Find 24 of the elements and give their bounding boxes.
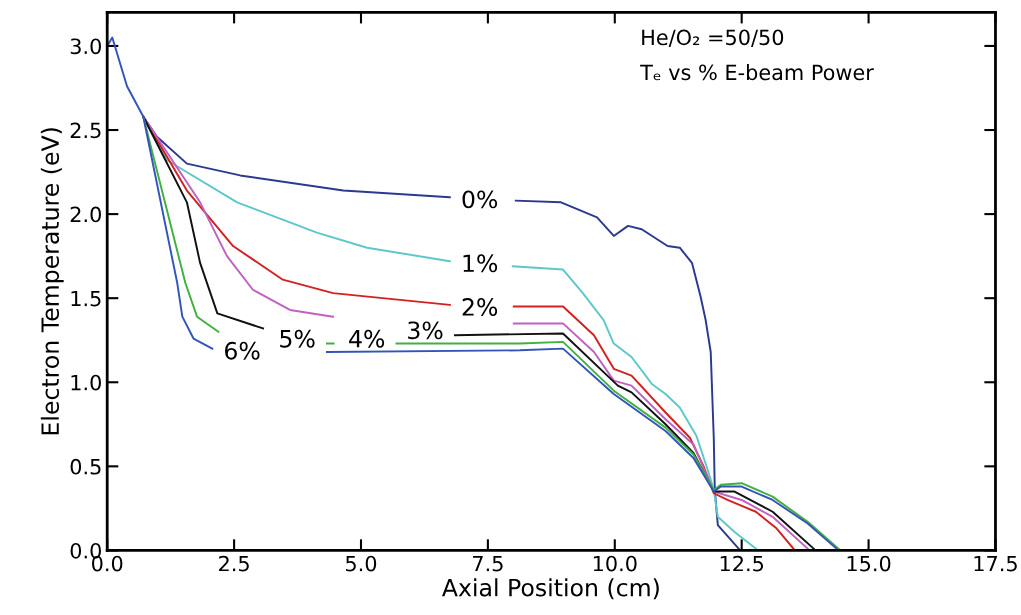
x-tick-label: 17.5 [974,555,1017,572]
annotation: 1% [463,254,498,273]
annotation: Tₑ vs % E-beam Power [640,64,874,81]
x-tick-label: 10.0 [593,555,637,572]
annotation: 6% [225,341,260,360]
y-tick-label: 2.0 [70,206,101,223]
annotation: 3% [408,321,443,340]
x-tick-label: 7.5 [473,555,503,572]
annotation: 0% [462,190,498,209]
annotation: He/O₂ =50/50 [642,29,784,47]
y-tick-label: 1.5 [71,290,101,307]
annotation: 2% [462,298,498,316]
annotation: 4% [349,329,385,348]
y-axis-title: Electron Temperature (eV) [40,128,64,435]
y-tick-label: 1.0 [71,374,101,391]
annotation: 5% [280,329,315,348]
x-tick-label: 12.5 [720,555,764,572]
x-tick-label: 15.0 [847,555,891,572]
y-tick-label: 0.5 [70,458,101,475]
y-tick-label: 3.0 [70,38,101,55]
x-tick-label: 5.0 [346,555,377,572]
y-tick-label: 2.5 [70,122,101,139]
x-tick-label: 2.5 [219,555,249,572]
x-axis-title: Axial Position (cm) [442,578,659,600]
